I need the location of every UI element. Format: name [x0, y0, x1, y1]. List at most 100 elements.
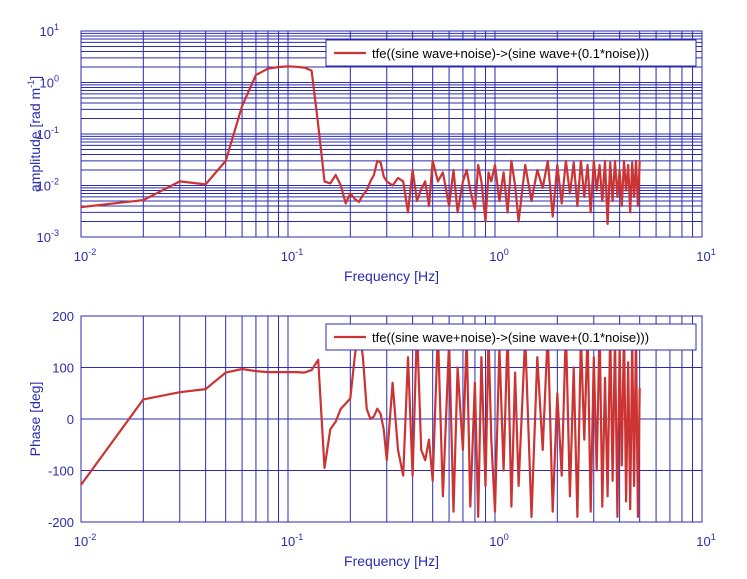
- data-point: [402, 474, 404, 477]
- data-point: [598, 164, 601, 166]
- y-tick-label: 10-3: [37, 228, 59, 245]
- data-point: [369, 418, 372, 420]
- legend-label: tfe((sine wave+noise)->(sine wave+(0.1*n…: [372, 330, 649, 345]
- data-point: [277, 66, 280, 68]
- data-point: [536, 169, 539, 171]
- data-point: [379, 161, 382, 164]
- data-point: [583, 196, 586, 198]
- legend: tfe((sine wave+noise)->(sine wave+(0.1*n…: [325, 39, 697, 67]
- data-point: [469, 505, 472, 508]
- data-point: [373, 174, 375, 176]
- data-point: [576, 205, 579, 207]
- data-point: [541, 449, 544, 451]
- data-point: [329, 428, 332, 431]
- data-point: [477, 164, 480, 166]
- data-point: [407, 211, 409, 214]
- data-point: [637, 205, 639, 207]
- data-point: [474, 208, 476, 210]
- x-tick-label: 101: [696, 247, 715, 264]
- x-axis-label: Frequency [Hz]: [344, 553, 439, 569]
- data-point: [629, 508, 632, 510]
- data-point: [323, 180, 326, 183]
- x-tick-label: 10-1: [281, 247, 303, 264]
- data-point: [267, 67, 269, 70]
- x-tick-label: 10-1: [281, 532, 303, 549]
- data-point: [490, 180, 493, 183]
- y-tick-label: -200: [48, 515, 74, 530]
- data-point: [224, 160, 227, 162]
- data-point: [462, 449, 464, 451]
- data-point: [241, 368, 243, 370]
- data-point: [224, 371, 227, 374]
- data-point: [541, 187, 544, 189]
- data-point: [452, 169, 455, 171]
- data-point: [631, 161, 633, 164]
- data-point: [494, 164, 496, 166]
- legend-box: [325, 323, 697, 351]
- data-point: [474, 382, 476, 384]
- data-point: [428, 205, 430, 207]
- data-point: [604, 377, 606, 379]
- data-point: [480, 356, 483, 359]
- data-point: [477, 516, 480, 518]
- data-point: [428, 438, 430, 441]
- data-point: [601, 505, 604, 508]
- data-point: [142, 398, 145, 401]
- data-point: [530, 200, 533, 202]
- data-point: [379, 413, 382, 415]
- y-tick-label: 10-1: [37, 125, 59, 142]
- data-point: [510, 160, 513, 162]
- data-point: [178, 180, 181, 183]
- data-point: [431, 480, 434, 482]
- legend: tfe((sine wave+noise)->(sine wave+(0.1*n…: [325, 323, 697, 351]
- y-tick-label: 10-2: [37, 177, 59, 194]
- data-point: [334, 420, 337, 423]
- data-point: [365, 407, 368, 410]
- series-line: [80, 65, 641, 225]
- data-point: [303, 66, 306, 69]
- data-point: [295, 371, 298, 373]
- data-point: [484, 485, 487, 487]
- data-point: [569, 192, 571, 195]
- data-point: [442, 171, 444, 174]
- data-point: [595, 469, 598, 472]
- data-point: [80, 484, 82, 486]
- data-point: [609, 161, 611, 164]
- data-point: [592, 356, 595, 359]
- data-point: [353, 356, 356, 359]
- data-point: [397, 449, 399, 451]
- data-point: [506, 211, 509, 214]
- data-point: [402, 180, 404, 183]
- data-point: [204, 388, 207, 390]
- data-point: [530, 516, 533, 518]
- data-point: [373, 415, 375, 418]
- data-point: [510, 505, 513, 508]
- y-axis-label: amplitude [rad m-1]: [26, 76, 43, 192]
- data-point: [498, 200, 501, 202]
- axes-frame: [80, 30, 703, 238]
- legend-box: [325, 39, 697, 67]
- data-point: [340, 184, 342, 187]
- data-point: [323, 467, 326, 469]
- data-point: [556, 392, 559, 395]
- data-point: [560, 474, 563, 477]
- data-point: [536, 356, 539, 359]
- data-point: [407, 356, 409, 359]
- data-point: [437, 180, 439, 183]
- data-point: [241, 105, 243, 107]
- phase-plot: 10-2 10-1 100 101 200 100 0 -100 -200 Frequency […: [27, 309, 716, 569]
- data-point: [303, 371, 306, 374]
- data-point: [611, 200, 614, 202]
- data-point: [411, 474, 414, 477]
- data-point: [255, 370, 257, 372]
- data-point: [295, 65, 298, 68]
- data-point: [633, 196, 635, 198]
- data-point: [606, 495, 609, 498]
- data-point: [565, 160, 567, 162]
- data-point: [517, 220, 520, 223]
- data-point: [362, 194, 364, 196]
- data-point: [551, 215, 554, 218]
- data-point: [616, 196, 619, 198]
- data-point: [469, 189, 472, 192]
